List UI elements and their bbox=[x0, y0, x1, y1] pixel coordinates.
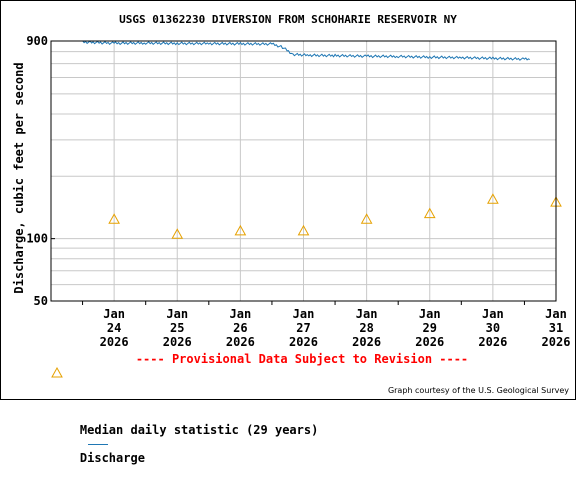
x-tick-label: 24 bbox=[107, 321, 121, 335]
legend-discharge-line-icon bbox=[87, 444, 108, 445]
x-tick-label: Jan bbox=[356, 307, 378, 321]
median-triangle-marker bbox=[360, 213, 373, 224]
legend-median-label: Median daily statistic (29 years) bbox=[79, 423, 319, 437]
median-triangle-marker bbox=[487, 193, 499, 204]
y-tick-label: 100 bbox=[26, 232, 48, 246]
x-tick-label: Jan bbox=[419, 307, 441, 321]
legend-triangle-icon bbox=[51, 367, 94, 423]
x-tick-label: 2026 bbox=[415, 335, 444, 349]
x-tick-label: 2026 bbox=[289, 335, 318, 349]
chart-title: USGS 01362230 DIVERSION FROM SCHOHARIE R… bbox=[119, 13, 457, 26]
x-tick-label: 2026 bbox=[163, 335, 192, 349]
x-tick-label: 27 bbox=[296, 321, 310, 335]
credit: Graph courtesy of the U.S. Geological Su… bbox=[387, 386, 569, 395]
median-triangle-marker bbox=[171, 228, 184, 239]
x-tick-label: Jan bbox=[293, 307, 315, 321]
x-tick-label: 2026 bbox=[352, 335, 381, 349]
chart-frame: USGS 01362230 DIVERSION FROM SCHOHARIE R… bbox=[0, 0, 576, 465]
median-triangle-marker bbox=[297, 224, 310, 236]
legend: Median daily statistic (29 years) Discha… bbox=[51, 367, 318, 479]
y-tick-label: 900 bbox=[26, 34, 48, 48]
x-tick-label: Jan bbox=[545, 307, 567, 321]
y-tick-label: 50 bbox=[34, 294, 48, 308]
x-tick-label: 25 bbox=[170, 321, 184, 335]
x-tick-label: 26 bbox=[233, 321, 247, 335]
x-tick-label: Jan bbox=[482, 307, 504, 321]
x-tick-label: 2026 bbox=[100, 335, 129, 349]
x-tick-label: Jan bbox=[166, 307, 188, 321]
x-tick-label: 2026 bbox=[542, 335, 571, 349]
x-tick-label: Jan bbox=[230, 307, 252, 321]
x-tick-label: 2026 bbox=[226, 335, 255, 349]
median-triangle-marker bbox=[234, 224, 247, 236]
x-tick-label: 29 bbox=[423, 321, 437, 335]
x-tick-label: 30 bbox=[486, 321, 500, 335]
median-triangle-marker bbox=[108, 213, 120, 224]
chart-svg: 90010050Jan242026Jan252026Jan262026Jan27… bbox=[26, 34, 571, 349]
provisional-note: ---- Provisional Data Subject to Revisio… bbox=[135, 352, 469, 366]
x-tick-label: 31 bbox=[549, 321, 563, 335]
x-tick-label: 28 bbox=[359, 321, 373, 335]
legend-discharge-label: Discharge bbox=[79, 451, 145, 465]
discharge-series-line bbox=[82, 40, 530, 61]
x-tick-label: 2026 bbox=[478, 335, 507, 349]
plot-border bbox=[50, 40, 557, 302]
median-triangle-marker bbox=[423, 207, 436, 219]
x-tick-label: Jan bbox=[103, 307, 125, 321]
